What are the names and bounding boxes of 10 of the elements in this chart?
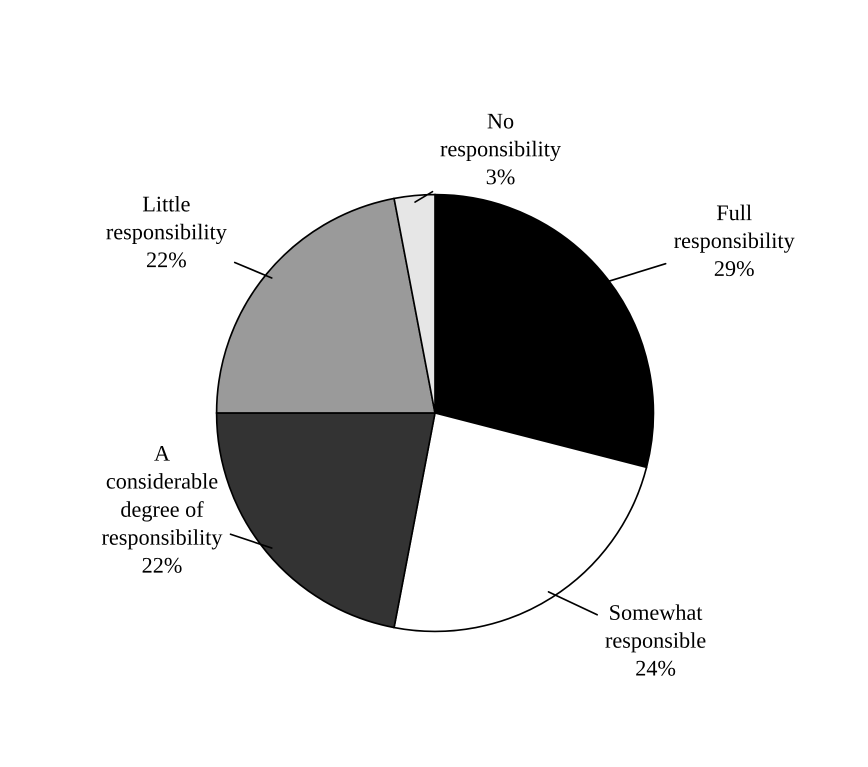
data-label: 22% [146, 252, 186, 268]
data-label: 29% [714, 261, 754, 276]
slice-label: Full responsibility [674, 204, 795, 253]
data-label: 3% [486, 169, 515, 184]
data-label: 22% [142, 558, 182, 573]
slice-label: Somewhat responsible [605, 604, 706, 652]
slice-label: Little responsibility [106, 196, 227, 244]
slice-label: A considerable degree of responsibility [102, 446, 222, 550]
data-label: 24% [636, 660, 676, 676]
slice-label: No responsibility [440, 114, 561, 162]
